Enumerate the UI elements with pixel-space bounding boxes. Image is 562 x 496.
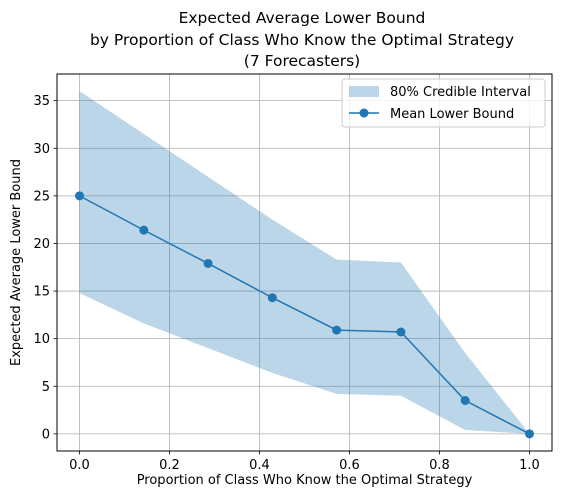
x-tick-label: 0.4 [249,458,270,473]
y-tick-label: 35 [33,94,50,109]
y-tick-label: 5 [42,380,50,395]
x-tick-label: 0.6 [339,458,360,473]
y-tick-label: 10 [33,332,50,347]
y-tick-label: 15 [33,285,50,300]
y-tick-label: 25 [33,189,50,204]
mean-lower-bound-point [203,258,213,268]
legend-band-swatch [349,86,379,97]
x-axis-label: Proportion of Class Who Know the Optimal… [137,473,473,488]
mean-lower-bound-point [267,293,277,303]
y-axis-label: Expected Average Lower Bound [9,159,24,366]
mean-lower-bound-line [79,195,530,435]
mean-lower-bound-point [460,396,470,406]
x-tick-label: 0.2 [159,458,180,473]
mean-lower-bound-point [332,325,342,335]
chart-title: Expected Average Lower Bound by Proporti… [90,9,514,70]
mean-lower-bound-point [139,225,149,235]
x-tick-label: 1.0 [519,458,540,473]
legend-marker-swatch [359,108,369,118]
mean-lower-bound-point [396,327,406,337]
title-line-1: Expected Average Lower Bound [179,9,426,27]
y-tick-label: 0 [42,427,50,442]
plot-frame [56,73,553,452]
y-tick-label: 30 [33,142,50,157]
axis-ticks: 0.0 0.2 0.4 0.6 0.8 1.0 0 5 10 15 20 25 30 35 [33,94,539,473]
x-tick-label: 0.8 [429,458,450,473]
legend: 80% Credible Interval Mean Lower Bound [341,78,546,128]
x-tick-label: 0.0 [69,458,90,473]
title-line-2: by Proportion of Class Who Know the Opti… [90,31,514,49]
legend-line-label: Mean Lower Bound [390,107,514,122]
credible-interval-band [79,91,530,434]
title-line-3: (7 Forecasters) [244,52,360,70]
mean-lower-bound-point [525,429,534,439]
mean-lower-bound-point [75,191,84,201]
y-tick-label: 20 [33,237,50,252]
plot-area [75,91,534,439]
legend-band-label: 80% Credible Interval [390,85,531,100]
legend-frame [341,78,546,128]
